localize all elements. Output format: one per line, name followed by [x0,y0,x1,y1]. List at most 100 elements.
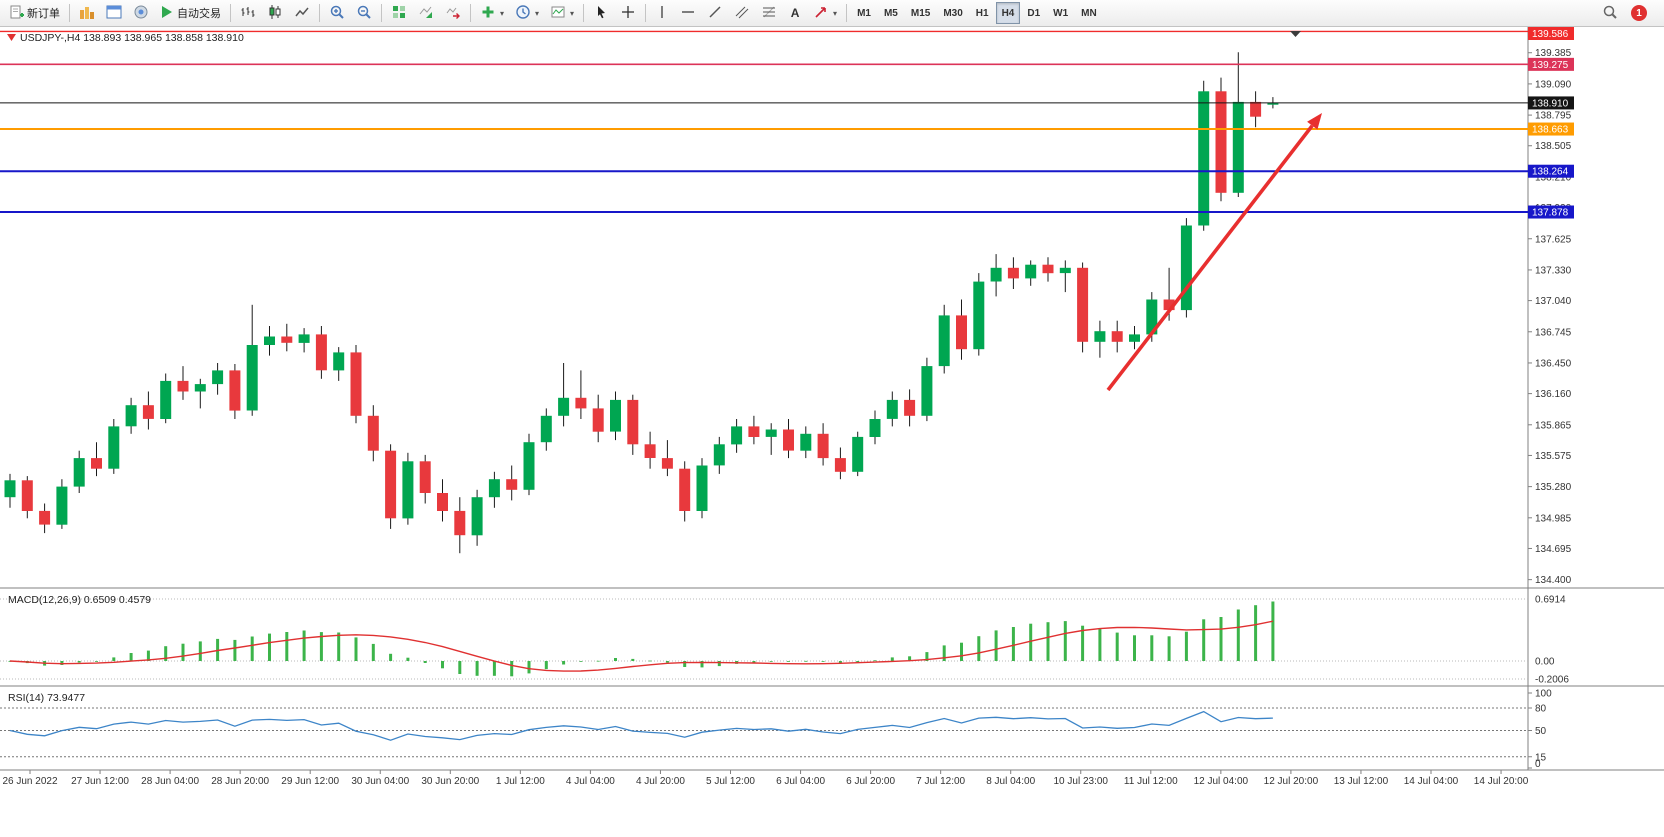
timeframe-h1-button[interactable]: H1 [970,2,995,24]
svg-text:10 Jul 23:00: 10 Jul 23:00 [1054,776,1109,787]
tile-windows-button[interactable] [386,2,412,24]
arrows-tool-button[interactable]: ▾ [808,2,842,24]
notification-badge[interactable]: 1 [1631,5,1647,21]
clock-icon [515,4,531,23]
svg-text:6 Jul 04:00: 6 Jul 04:00 [776,776,825,787]
time-scale: 26 Jun 2022 27 Jun 12:00 28 Jun 04:00 28 Ju… [2,770,1529,787]
timeframe-m15-button[interactable]: M15 [905,2,936,24]
zoom-in-button[interactable] [324,2,350,24]
svg-text:137.040: 137.040 [1535,296,1572,307]
line-chart-icon [294,4,310,23]
svg-text:27 Jun 12:00: 27 Jun 12:00 [71,776,129,787]
svg-text:USDJPY-,H4 138.893 138.965 13: USDJPY-,H4 138.893 138.965 138.858 138.9… [20,32,244,44]
hline-137.878[interactable]: 137.878 [0,205,1574,219]
chevron-down-icon: ▾ [570,8,575,18]
trendline-tool-button[interactable] [702,2,728,24]
svg-text:138.210: 138.210 [1535,172,1572,183]
zoom-in-icon [329,4,345,23]
crosshair-icon [620,4,636,23]
timeframe-mn-button[interactable]: MN [1075,2,1103,24]
timeframe-m30-button[interactable]: M30 [937,2,968,24]
bar-chart-button[interactable] [235,2,261,24]
toolbar-separator [319,4,320,22]
candlestick-chart-icon [267,4,283,23]
svg-text:50: 50 [1535,726,1547,737]
svg-text:136.745: 136.745 [1535,327,1572,338]
channel-tool-button[interactable] [729,2,755,24]
trend-arrow[interactable] [1106,113,1322,392]
chart-shift-icon [445,4,461,23]
toolbar-separator [230,4,231,22]
rsi-panel: 100 80 50 150 RSI(14) 73.9477 [0,689,1552,770]
search-button[interactable] [1597,2,1623,24]
indicators-button[interactable]: ▾ [475,2,509,24]
svg-text:100: 100 [1535,689,1552,700]
chart-shift-marker[interactable] [1290,31,1301,37]
svg-text:29 Jun 12:00: 29 Jun 12:00 [281,776,339,787]
fibonacci-tool-button[interactable] [756,2,782,24]
svg-text:8 Jul 04:00: 8 Jul 04:00 [986,776,1035,787]
toolbar-separator [69,4,70,22]
timeframe-d1-button[interactable]: D1 [1021,2,1046,24]
market-watch-button[interactable] [74,2,100,24]
chart-background [0,27,1664,837]
line-chart-button[interactable] [289,2,315,24]
hline-138.910[interactable]: 138.910 [0,96,1574,110]
horizontal-line-tool-button[interactable] [675,2,701,24]
bar-chart-icon [240,4,256,23]
svg-text:139.090: 139.090 [1535,79,1572,90]
svg-text:138.795: 138.795 [1535,111,1572,122]
new-order-button[interactable]: 新订单 [5,2,65,24]
svg-text:136.160: 136.160 [1535,389,1572,400]
chart-shift-button[interactable] [440,2,466,24]
hline-139.275[interactable]: 139.275 [0,57,1574,71]
templates-icon [550,4,566,23]
new-order-icon [10,5,24,22]
hline-138.663[interactable]: 138.663 [0,122,1574,136]
svg-text:11 Jul 12:00: 11 Jul 12:00 [1124,776,1178,787]
timeframe-h4-button[interactable]: H4 [995,2,1021,24]
svg-text:134.985: 134.985 [1535,513,1572,524]
templates-button[interactable]: ▾ [545,2,579,24]
macd-label: MACD(12,26,9) 0.6509 0.4579 [8,594,151,606]
hline-138.264[interactable]: 138.264 [0,164,1574,178]
svg-text:139.385: 139.385 [1535,48,1572,59]
toolbar-separator [583,4,585,22]
chevron-down-icon: ▾ [833,8,838,18]
svg-text:30 Jun 20:00: 30 Jun 20:00 [421,776,479,787]
data-window-icon [106,4,122,23]
svg-text:138.910: 138.910 [1532,98,1569,109]
search-icon [1602,4,1618,23]
toolbar-separator [846,4,848,22]
svg-text:5 Jul 12:00: 5 Jul 12:00 [706,776,755,787]
svg-text:139.586: 139.586 [1532,29,1569,40]
horizontal-line-icon [680,4,696,23]
svg-text:6 Jul 20:00: 6 Jul 20:00 [846,776,895,787]
svg-text:28 Jun 04:00: 28 Jun 04:00 [141,776,199,787]
hline-139.586[interactable]: 139.586 [0,27,1574,40]
timeframe-m1-button[interactable]: M1 [851,2,877,24]
rsi-label: RSI(14) 73.9477 [8,692,85,704]
candlestick-chart-button[interactable] [262,2,288,24]
svg-text:134.400: 134.400 [1535,575,1572,586]
vertical-line-tool-button[interactable] [650,2,674,24]
auto-scroll-button[interactable] [413,2,439,24]
cursor-icon [593,4,609,23]
periods-button[interactable]: ▾ [510,2,544,24]
text-tool-button[interactable]: A [783,2,807,24]
zoom-out-button[interactable] [351,2,377,24]
timeframe-m5-button[interactable]: M5 [878,2,904,24]
data-window-button[interactable] [101,2,127,24]
autotrading-button[interactable]: 自动交易 [155,2,226,24]
navigator-button[interactable] [128,2,154,24]
rsi-line [9,710,1273,741]
crosshair-button[interactable] [615,2,641,24]
svg-text:138.264: 138.264 [1532,167,1569,178]
chevron-down-icon: ▾ [535,8,540,18]
timeframe-w1-button[interactable]: W1 [1047,2,1074,24]
cursor-button[interactable] [588,2,614,24]
svg-text:4 Jul 04:00: 4 Jul 04:00 [566,776,615,787]
candles [4,52,1279,554]
chart-area[interactable]: 139.385139.090138.795138.505138.210137.9… [0,27,1664,837]
